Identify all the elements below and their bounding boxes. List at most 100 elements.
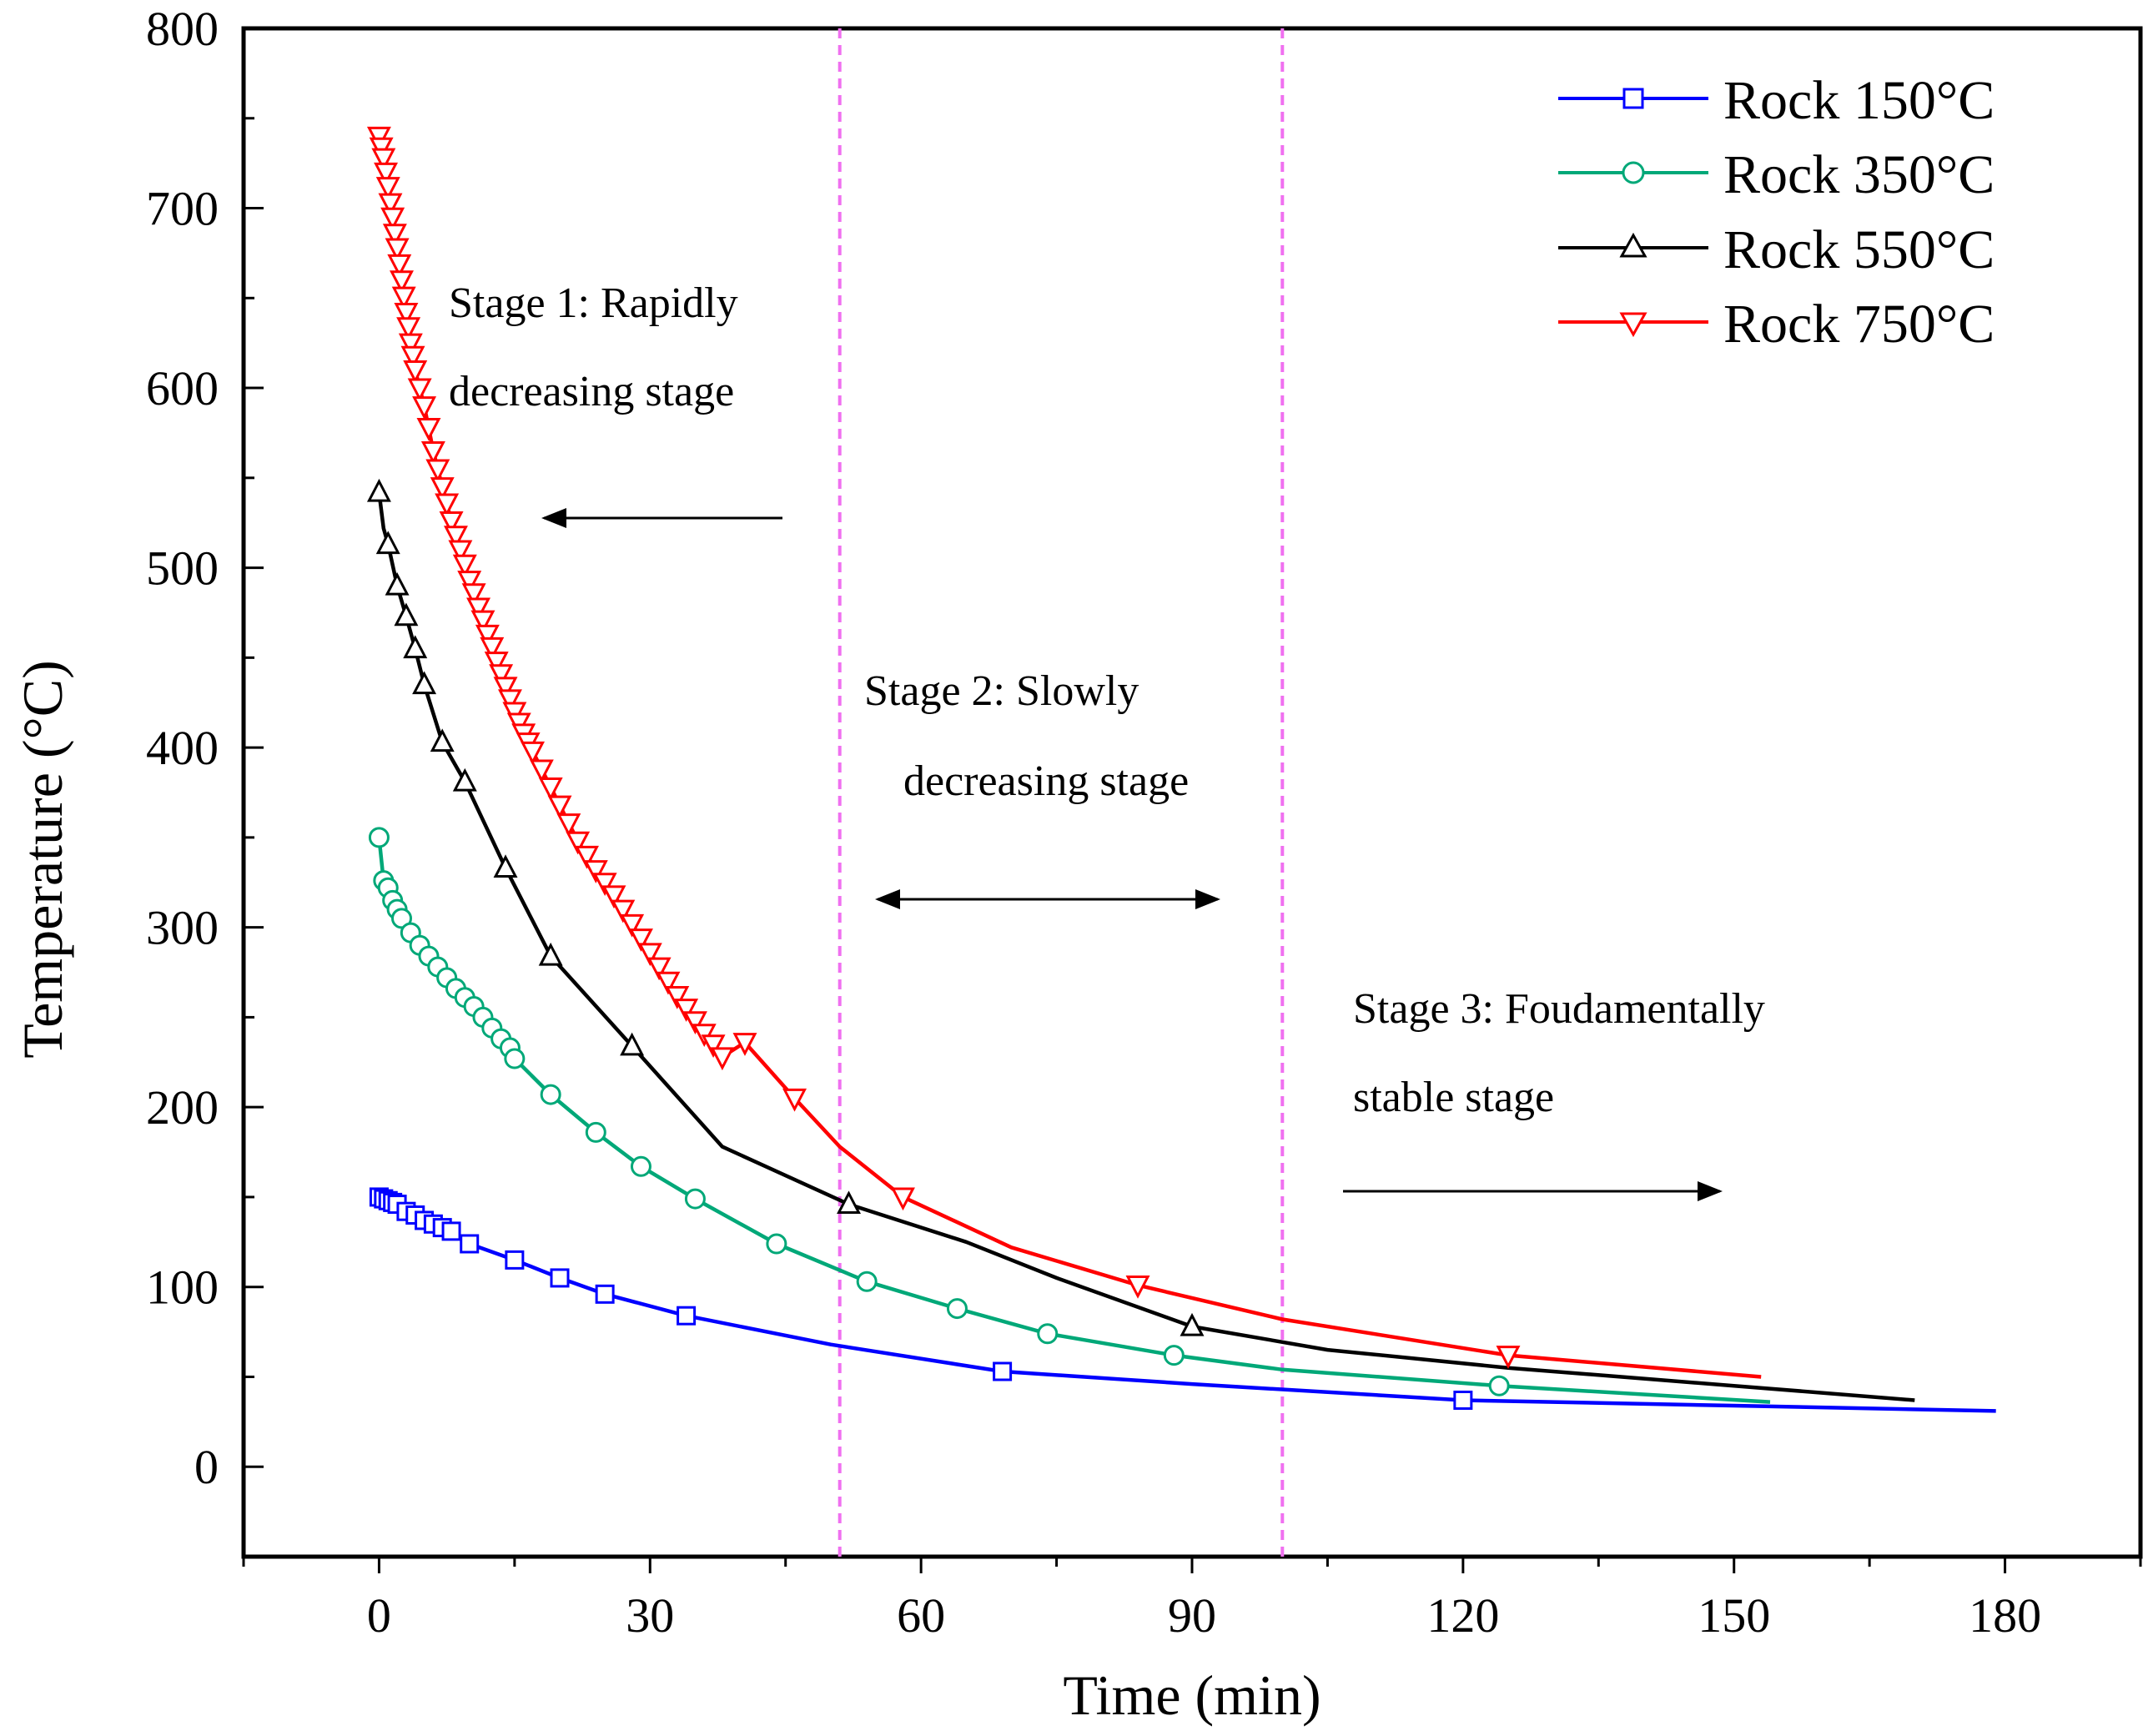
data-point-rock-350-c: [766, 1233, 787, 1255]
data-point-rock-350-c: [504, 1048, 526, 1069]
x-axis-title: Time (min): [1063, 1663, 1320, 1727]
data-point-rock-350-c: [630, 1155, 651, 1177]
data-point-rock-350-c: [540, 1084, 561, 1105]
annotation-stage-1-line-2: decreasing stage: [449, 368, 734, 415]
x-tick-label-90: 90: [1168, 1588, 1216, 1643]
data-point-rock-750-c: [439, 511, 464, 535]
data-point-rock-350-c: [1037, 1323, 1059, 1345]
data-point-rock-150-c: [505, 1250, 525, 1270]
data-point-rock-550-c: [538, 942, 563, 966]
data-point-rock-550-c: [412, 671, 437, 695]
data-point-rock-750-c: [461, 583, 486, 607]
data-point-rock-550-c: [394, 602, 419, 626]
data-point-rock-750-c: [611, 899, 636, 923]
data-point-rock-750-c: [391, 286, 416, 310]
data-point-rock-750-c: [443, 526, 468, 550]
series-rock-550-c: [366, 478, 1915, 1402]
data-point-rock-750-c: [475, 624, 500, 648]
data-point-rock-350-c: [585, 1121, 606, 1143]
data-point-rock-750-c: [375, 177, 400, 200]
legend-label-rock-150: Rock 150°C: [1723, 70, 1995, 131]
data-point-rock-750-c: [390, 270, 414, 294]
annotation-stage-2-line-2: decreasing stage: [903, 757, 1189, 805]
data-point-rock-750-c: [484, 652, 509, 675]
data-point-rock-350-c: [684, 1188, 706, 1210]
data-point-rock-350-c: [1163, 1345, 1185, 1366]
data-point-rock-750-c: [435, 493, 460, 517]
data-point-rock-550-c: [366, 478, 391, 502]
legend-item-rock-350: Rock 350°C: [1558, 144, 1995, 205]
data-point-rock-550-c: [452, 767, 477, 792]
data-point-rock-750-c: [682, 1011, 707, 1034]
y-axis-ticks: [244, 27, 264, 1558]
data-point-rock-750-c: [374, 162, 399, 186]
data-point-rock-750-c: [371, 148, 396, 172]
data-point-rock-750-c: [470, 610, 495, 634]
data-point-rock-750-c: [782, 1088, 807, 1112]
data-point-rock-750-c: [396, 317, 421, 341]
data-point-rock-750-c: [547, 795, 572, 819]
series-line-rock-150-c: [378, 1195, 1996, 1413]
data-point-rock-350-c: [946, 1298, 968, 1320]
y-tick-label-300: 300: [146, 901, 219, 955]
annotation-stage-1-line-1: Stage 1: Rapidly: [449, 279, 738, 327]
data-point-rock-550-c: [493, 854, 518, 878]
legend-label-rock-750: Rock 750°C: [1723, 294, 1995, 355]
legend-marker-rock-350: [1622, 161, 1645, 184]
data-point-rock-750-c: [701, 1034, 726, 1058]
data-point-rock-750-c: [420, 440, 445, 465]
data-point-rock-750-c: [556, 813, 581, 837]
data-point-rock-750-c: [412, 396, 437, 420]
y-tick-label-200: 200: [146, 1080, 219, 1135]
annotation-stage-2: Stage 2: Slowly decreasing stage: [864, 667, 1220, 909]
data-point-rock-750-c: [430, 477, 455, 501]
y-tick-label-100: 100: [146, 1260, 219, 1315]
data-point-rock-750-c: [382, 224, 407, 247]
x-tick-label-60: 60: [897, 1588, 945, 1643]
data-point-rock-750-c: [665, 986, 690, 1009]
series-rock-750-c: [366, 126, 1762, 1379]
data-point-rock-750-c: [538, 777, 563, 801]
series-line-rock-350-c: [377, 837, 1771, 1404]
data-point-rock-350-c: [856, 1271, 878, 1292]
series-rock-350-c: [368, 827, 1771, 1404]
data-series: [366, 126, 1996, 1413]
data-point-rock-750-c: [493, 677, 518, 701]
data-point-rock-750-c: [385, 238, 410, 262]
data-point-rock-150-c: [595, 1284, 615, 1304]
data-point-rock-150-c: [677, 1306, 697, 1326]
data-point-rock-750-c: [620, 913, 645, 938]
data-point-rock-750-c: [407, 378, 432, 402]
y-tick-label-600: 600: [146, 361, 219, 415]
legend: Rock 150°C Rock 350°C Rock 550°C Rock 75…: [1558, 70, 1995, 355]
data-point-rock-750-c: [466, 597, 491, 621]
data-point-rock-750-c: [387, 254, 412, 278]
legend-item-rock-550: Rock 550°C: [1558, 219, 1995, 280]
legend-marker-rock-550: [1619, 232, 1647, 258]
y-tick-label-500: 500: [146, 541, 219, 596]
data-point-rock-750-c: [452, 554, 477, 578]
data-point-rock-750-c: [378, 193, 403, 217]
data-point-rock-750-c: [416, 417, 441, 441]
legend-item-rock-750: Rock 750°C: [1558, 294, 1995, 355]
legend-marker-rock-150: [1622, 88, 1644, 109]
data-point-rock-550-c: [1180, 1312, 1205, 1336]
x-axis-tick-labels: 0 30 60 90 120 150 180: [367, 1588, 2041, 1643]
data-point-rock-150-c: [441, 1221, 461, 1241]
annotation-stage-2-line-1: Stage 2: Slowly: [864, 667, 1139, 715]
data-point-rock-750-c: [646, 957, 672, 981]
data-point-rock-750-c: [425, 459, 450, 483]
y-axis-title: Temperature (°C): [11, 660, 74, 1058]
data-point-rock-750-c: [400, 345, 425, 370]
y-tick-label-700: 700: [146, 182, 219, 236]
x-tick-label-30: 30: [626, 1588, 674, 1643]
data-point-rock-150-c: [460, 1234, 480, 1254]
data-point-rock-750-c: [1125, 1276, 1150, 1299]
data-point-rock-550-c: [403, 635, 428, 659]
legend-item-rock-150: Rock 150°C: [1558, 70, 1995, 131]
data-point-rock-750-c: [583, 860, 608, 883]
legend-label-rock-350: Rock 350°C: [1723, 144, 1995, 205]
data-point-rock-550-c: [620, 1032, 645, 1056]
data-point-rock-750-c: [380, 207, 405, 231]
data-point-rock-750-c: [575, 845, 599, 869]
